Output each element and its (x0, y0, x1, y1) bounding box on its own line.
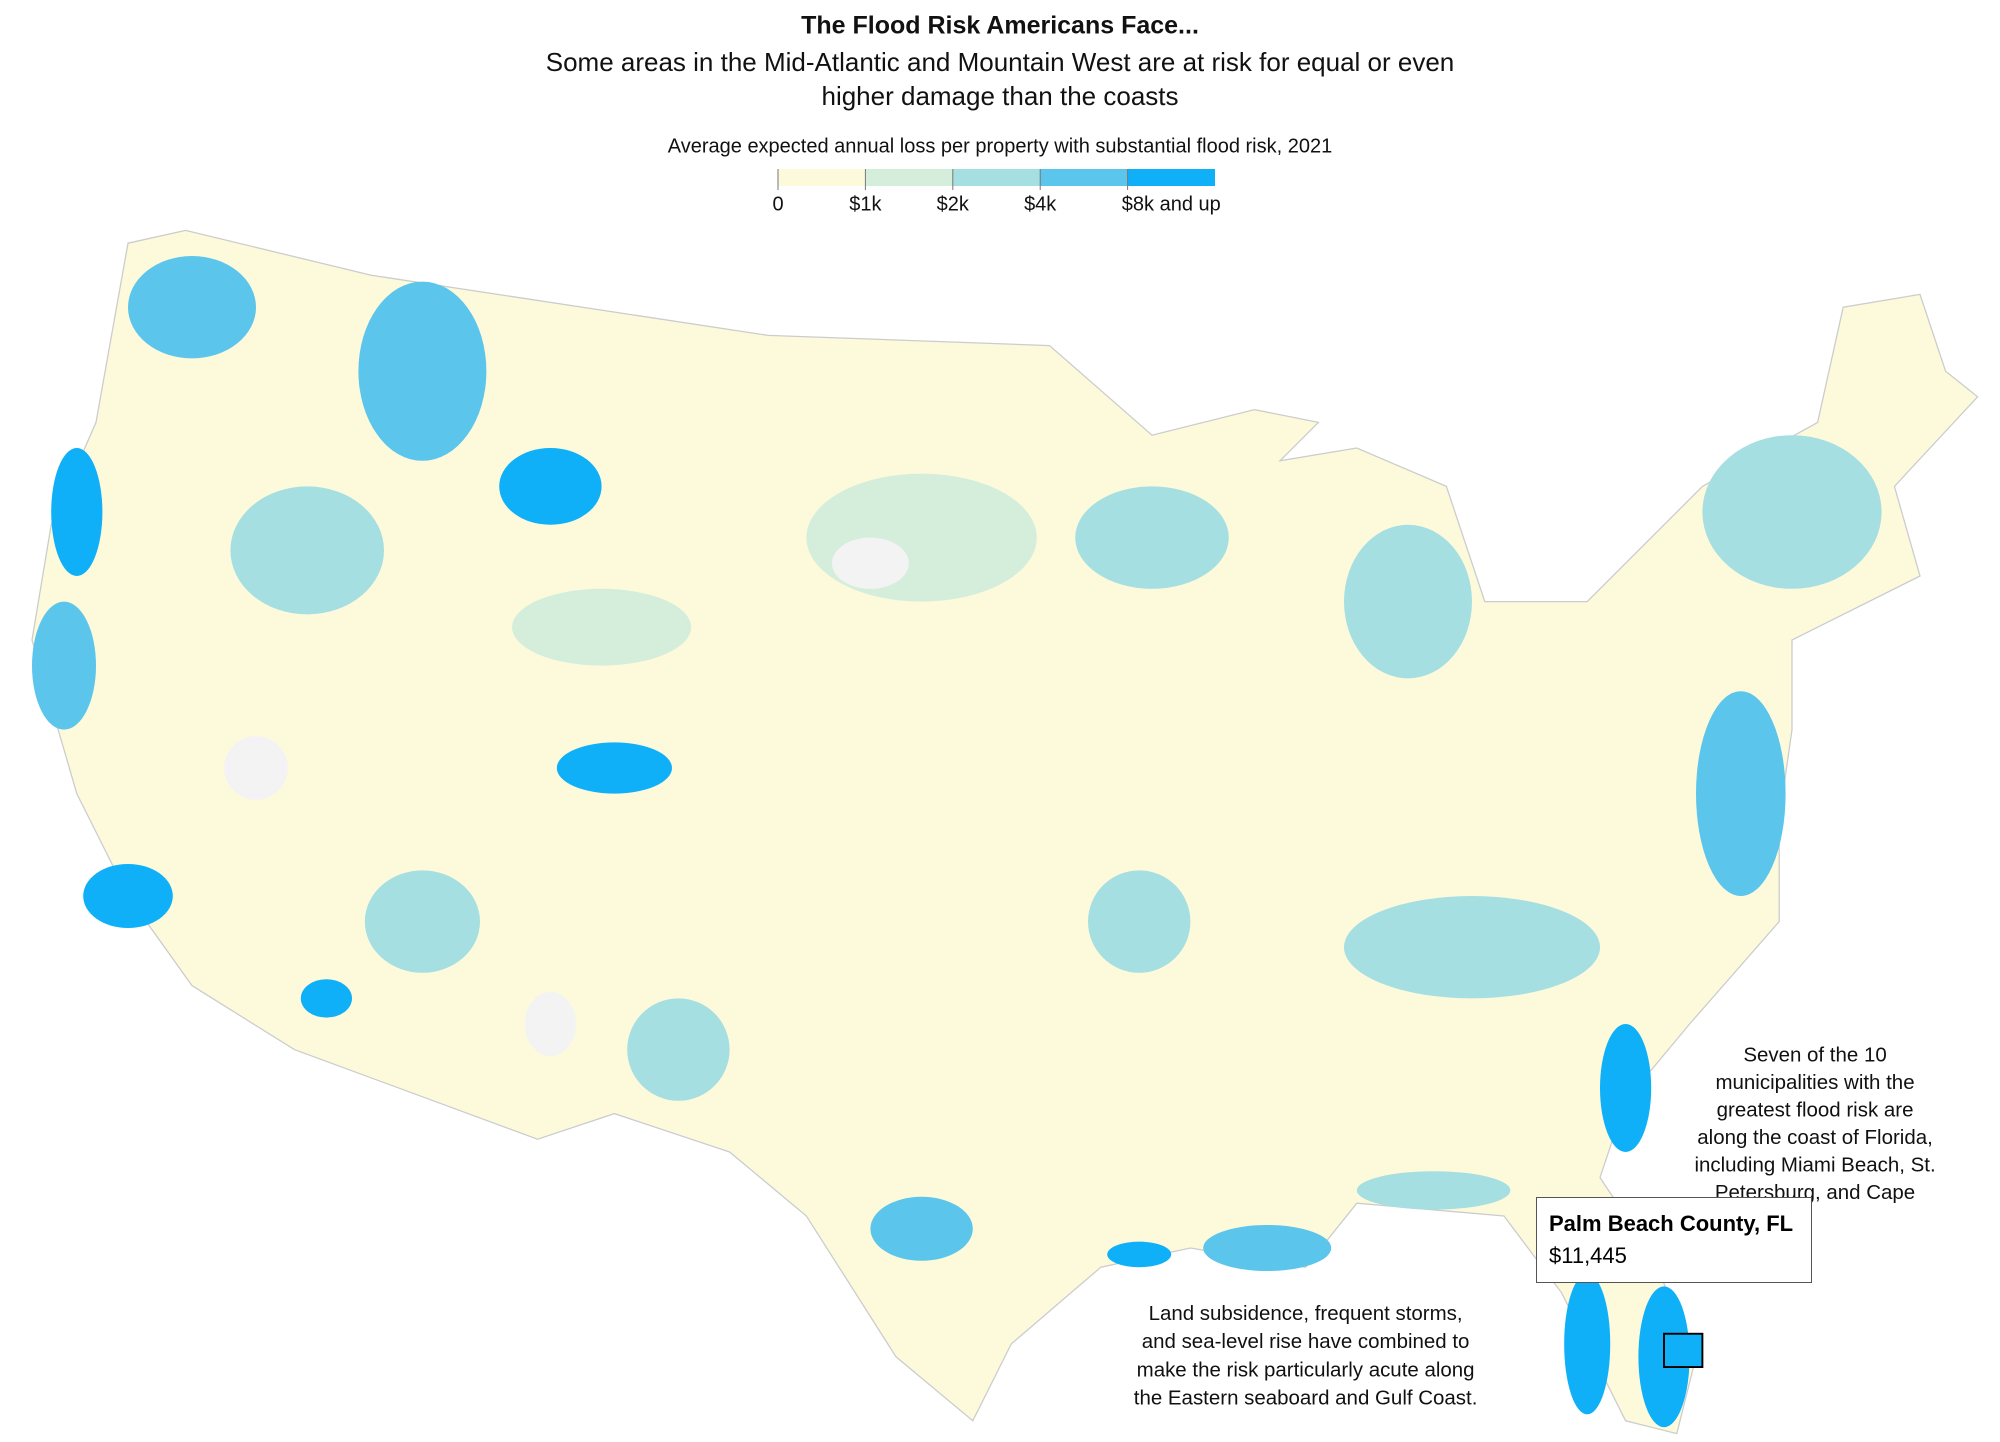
flood-area (1344, 896, 1600, 999)
flood-area (1088, 870, 1191, 973)
annotation-line: including Miami Beach, St. (1694, 1153, 1935, 1176)
annotation-line: greatest flood risk are (1717, 1098, 1914, 1121)
legend-label: $2k (937, 193, 970, 215)
flood-area (806, 473, 1037, 602)
annotation-line: make the risk particularly acute along (1137, 1358, 1475, 1381)
flood-area (1564, 1273, 1611, 1415)
annotation-line: along the coast of Florida, (1697, 1126, 1933, 1149)
flood-area (230, 486, 384, 615)
us-outline (31, 229, 1979, 1435)
flood-area (51, 448, 103, 576)
flood-area (870, 1196, 973, 1261)
legend: 0 $1k $2k $4k $8k and up (772, 169, 1221, 215)
legend-title: Average expected annual loss per propert… (668, 135, 1332, 157)
annotation-line: Seven of the 10 (1743, 1043, 1886, 1066)
flood-area (358, 281, 487, 461)
flood-area (128, 256, 256, 359)
flood-area (627, 998, 730, 1101)
flood-area (364, 870, 480, 973)
annotation-line: municipalities with the (1715, 1071, 1914, 1094)
flood-area (1075, 486, 1229, 589)
flood-area (1702, 435, 1882, 589)
annotation-line: and sea-level rise have combined to (1142, 1330, 1470, 1353)
no-data-area (832, 537, 909, 589)
legend-label: $1k (849, 193, 882, 215)
annotations: Seven of the 10 municipalities with the gr… (1134, 1043, 1936, 1409)
highlighted-county[interactable] (1663, 1332, 1704, 1368)
no-data-area (224, 736, 288, 800)
tooltip-title: Palm Beach County, FL (1549, 1211, 1794, 1236)
flood-area (499, 448, 602, 525)
legend-swatch (865, 169, 953, 186)
title: The Flood Risk Americans Face... (801, 12, 1199, 40)
flood-area (1600, 1024, 1652, 1152)
legend-label: 0 (772, 193, 783, 215)
flood-area (1107, 1241, 1172, 1268)
annotation-line: the Eastern seaboard and Gulf Coast. (1134, 1386, 1478, 1409)
map: Seven of the 10 municipalities with the gr… (31, 229, 1979, 1435)
tooltip: Palm Beach County, FL $11,445 (1536, 1197, 1812, 1283)
tooltip-value: $11,445 (1549, 1243, 1627, 1268)
legend-label: $8k and up (1122, 193, 1221, 215)
subtitle: higher damage than the coasts (821, 81, 1178, 111)
flood-area (512, 588, 692, 666)
legend-swatch (952, 169, 1041, 186)
legend-swatch (1127, 169, 1215, 186)
flood-area (1356, 1171, 1511, 1210)
subtitle: Some areas in the Mid-Atlantic and Mount… (546, 47, 1455, 77)
flood-area (1203, 1224, 1332, 1272)
flood-area (1344, 524, 1472, 679)
annotation-line: Land subsidence, frequent storms, (1149, 1302, 1463, 1325)
legend-swatch (1040, 169, 1128, 186)
flood-area (32, 601, 96, 730)
flood-areas (32, 256, 1882, 1428)
flood-area (1696, 691, 1786, 896)
flood-area (556, 742, 672, 794)
flood-area (300, 979, 352, 1018)
flood-area (83, 864, 173, 928)
no-data-area (524, 992, 576, 1056)
legend-swatch (778, 169, 866, 186)
legend-label: $4k (1024, 193, 1057, 215)
